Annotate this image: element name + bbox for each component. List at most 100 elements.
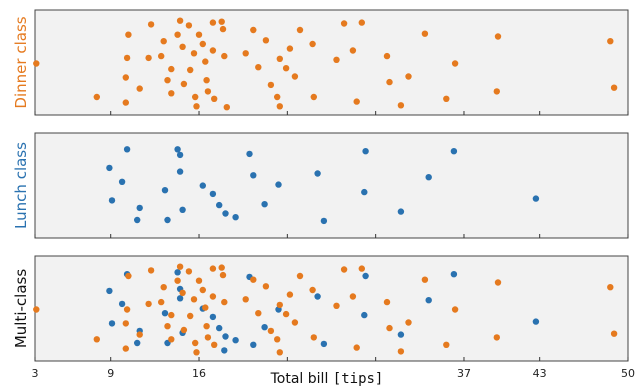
data-point-dinner bbox=[176, 17, 184, 24]
data-point-lunch bbox=[134, 216, 141, 224]
data-point-dinner bbox=[192, 339, 199, 347]
data-point-dinner bbox=[358, 265, 365, 272]
data-point-dinner bbox=[309, 40, 316, 48]
data-point-dinner bbox=[33, 60, 40, 67]
data-point-dinner bbox=[349, 47, 357, 54]
data-point-dinner bbox=[176, 263, 184, 270]
data-point-dinner bbox=[397, 348, 405, 355]
data-point-dinner bbox=[276, 349, 283, 356]
data-point-dinner bbox=[494, 33, 502, 40]
data-point-lunch bbox=[250, 341, 257, 348]
data-point-lunch bbox=[108, 320, 116, 327]
data-point-dinner bbox=[250, 276, 257, 283]
data-point-dinner bbox=[125, 31, 132, 38]
data-point-dinner bbox=[333, 302, 340, 309]
data-point-dinner bbox=[443, 95, 450, 103]
y-axis-label-lunch-class: Lunch class bbox=[12, 142, 30, 229]
panel-dinner-class: Dinner class bbox=[12, 9, 629, 116]
data-point-dinner bbox=[276, 103, 283, 110]
x-tick-label: 16 bbox=[192, 367, 206, 380]
data-point-dinner bbox=[397, 102, 405, 109]
data-point-lunch bbox=[397, 331, 405, 338]
data-point-lunch bbox=[209, 313, 217, 321]
data-point-lunch bbox=[314, 293, 321, 300]
data-point-dinner bbox=[309, 286, 316, 294]
data-point-lunch bbox=[532, 318, 540, 325]
data-point-dinner bbox=[185, 22, 193, 29]
data-point-dinner bbox=[451, 60, 459, 67]
data-point-lunch bbox=[362, 272, 369, 280]
data-point-lunch bbox=[199, 182, 206, 189]
data-point-dinner bbox=[291, 319, 299, 326]
data-point-dinner bbox=[274, 336, 281, 343]
data-point-dinner bbox=[218, 264, 225, 271]
data-point-dinner bbox=[190, 50, 198, 57]
data-point-lunch bbox=[161, 187, 169, 194]
x-tick-label: 3 bbox=[32, 367, 39, 380]
data-point-lunch bbox=[320, 217, 328, 225]
data-point-lunch bbox=[123, 146, 131, 153]
data-point-dinner bbox=[122, 345, 129, 352]
data-point-lunch bbox=[232, 214, 239, 221]
x-tick-label: 9 bbox=[107, 367, 114, 380]
data-point-lunch bbox=[174, 146, 181, 153]
data-point-dinner bbox=[168, 336, 175, 343]
data-point-dinner bbox=[242, 50, 249, 57]
data-point-dinner bbox=[242, 296, 249, 303]
data-point-dinner bbox=[123, 306, 131, 313]
data-point-dinner bbox=[180, 326, 188, 334]
data-point-dinner bbox=[209, 47, 217, 54]
data-point-dinner bbox=[386, 324, 393, 332]
data-point-dinner bbox=[333, 56, 340, 63]
data-point-dinner bbox=[221, 298, 228, 306]
data-point-dinner bbox=[203, 323, 210, 330]
data-point-dinner bbox=[209, 293, 217, 300]
y-axis-label-multi-class: Multi-class bbox=[12, 269, 30, 348]
data-point-lunch bbox=[362, 148, 369, 155]
data-point-lunch bbox=[450, 148, 458, 155]
panels-layer: Dinner class Lunch class Multi-class bbox=[12, 9, 629, 362]
data-point-dinner bbox=[310, 93, 317, 101]
data-point-lunch bbox=[397, 208, 405, 215]
data-point-dinner bbox=[421, 30, 429, 37]
x-axis-label-prefix: Total bill bbox=[270, 371, 333, 387]
data-point-dinner bbox=[267, 327, 275, 335]
x-axis: 3 9 16 37 43 50 bbox=[32, 367, 635, 380]
data-point-dinner bbox=[164, 77, 171, 84]
data-point-dinner bbox=[199, 286, 206, 294]
data-point-dinner bbox=[164, 323, 171, 330]
data-point-dinner bbox=[203, 77, 210, 84]
data-point-lunch bbox=[216, 201, 223, 209]
data-point-dinner bbox=[274, 93, 281, 101]
data-point-dinner bbox=[147, 21, 155, 28]
data-point-dinner bbox=[219, 271, 227, 279]
data-point-dinner bbox=[209, 19, 217, 26]
data-point-dinner bbox=[93, 336, 101, 343]
data-point-lunch bbox=[250, 172, 257, 179]
data-point-dinner bbox=[493, 88, 500, 95]
data-point-lunch bbox=[179, 206, 186, 213]
data-point-dinner bbox=[223, 104, 230, 111]
data-point-dinner bbox=[276, 55, 283, 62]
data-point-lunch bbox=[136, 204, 143, 212]
data-point-lunch bbox=[164, 216, 171, 224]
data-point-lunch bbox=[176, 295, 184, 302]
data-point-dinner bbox=[122, 99, 129, 106]
x-axis-label: Total bill [tips] bbox=[270, 371, 384, 387]
data-point-dinner bbox=[386, 78, 393, 86]
data-point-dinner bbox=[209, 265, 217, 272]
data-point-dinner bbox=[383, 298, 391, 306]
data-point-dinner bbox=[349, 293, 357, 300]
data-point-dinner bbox=[276, 301, 283, 309]
data-point-lunch bbox=[450, 271, 458, 278]
data-point-dinner bbox=[158, 52, 165, 60]
data-point-dinner bbox=[405, 73, 412, 80]
data-point-dinner bbox=[123, 54, 131, 62]
data-point-dinner bbox=[358, 19, 365, 26]
data-point-dinner bbox=[187, 312, 194, 320]
data-point-lunch bbox=[314, 170, 321, 177]
x-tick-label: 50 bbox=[621, 367, 635, 380]
data-point-dinner bbox=[190, 296, 198, 303]
data-point-dinner bbox=[218, 18, 225, 25]
data-point-dinner bbox=[199, 40, 206, 48]
